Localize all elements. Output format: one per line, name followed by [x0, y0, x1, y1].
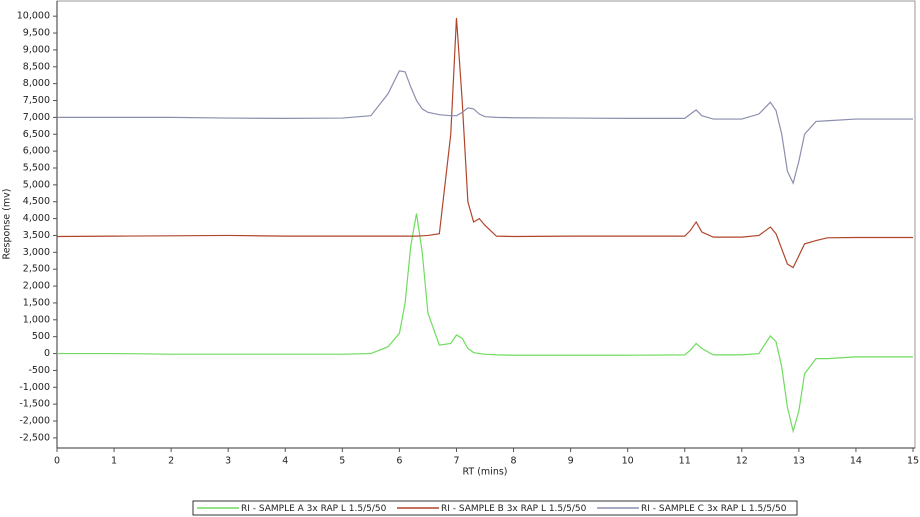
x-tick-label: 2 [168, 456, 174, 467]
y-tick-label: 9,000 [23, 44, 50, 55]
plot-frame [56, 0, 916, 449]
y-tick-label: -500 [28, 365, 50, 376]
y-tick-label: 3,500 [23, 230, 50, 241]
x-tick-label: 12 [736, 456, 748, 467]
y-tick-label: -1,500 [19, 399, 50, 410]
y-tick-label: 500 [32, 331, 50, 342]
y-axis-label: Response (mv) [2, 189, 13, 260]
y-tick-label: 10,000 [17, 11, 50, 22]
x-tick-label: 6 [396, 456, 402, 467]
legend-label: RI - SAMPLE A 3x RAP L 1.5/5/50 [241, 504, 387, 514]
series-line [56, 17, 913, 269]
x-tick-label: 1 [111, 456, 117, 467]
x-tick-label: 3 [225, 456, 231, 467]
y-tick-label: 6,000 [23, 146, 50, 157]
y-tick-label: 4,000 [23, 213, 50, 224]
y-tick-label: 9,500 [23, 28, 50, 39]
x-tick-label: 4 [282, 456, 288, 467]
x-tick-label: 5 [339, 456, 345, 467]
y-tick-label: 3,000 [23, 247, 50, 258]
y-tick-label: 2,500 [23, 264, 50, 275]
y-tick-label: 8,000 [23, 78, 50, 89]
y-tick-label: -2,500 [19, 432, 50, 443]
y-tick-label: 6,500 [23, 129, 50, 140]
legend-box [192, 500, 798, 516]
y-tick-label: -2,000 [19, 416, 50, 427]
legend-label: RI - SAMPLE B 3x RAP L 1.5/5/50 [441, 504, 587, 514]
y-tick-label: 7,500 [23, 95, 50, 106]
y-tick-label: 2,000 [23, 281, 50, 292]
y-tick-label: 1,500 [23, 297, 50, 308]
y-tick-label: 8,500 [23, 61, 50, 72]
x-tick-label: 7 [453, 456, 459, 467]
y-tick-label: 7,000 [23, 112, 50, 123]
x-axis-label: RT (mins) [462, 467, 507, 478]
x-tick-label: 14 [850, 456, 862, 467]
x-tick-label: 10 [622, 456, 634, 467]
y-tick-label: 5,000 [23, 179, 50, 190]
y-tick-label: 4,500 [23, 196, 50, 207]
x-tick-label: 15 [907, 456, 919, 467]
y-tick-label: 5,500 [23, 162, 50, 173]
x-tick-label: 9 [568, 456, 574, 467]
x-tick-label: 0 [54, 456, 60, 467]
legend-label: RI - SAMPLE C 3x RAP L 1.5/5/50 [641, 504, 787, 514]
series-line [57, 70, 913, 185]
x-tick-label: 13 [793, 456, 805, 467]
x-tick-label: 8 [511, 456, 517, 467]
series-line [57, 213, 913, 434]
y-tick-label: 0 [44, 348, 50, 359]
x-tick-label: 11 [679, 456, 691, 467]
y-tick-label: 1,000 [23, 314, 50, 325]
y-tick-label: -1,000 [19, 382, 50, 393]
